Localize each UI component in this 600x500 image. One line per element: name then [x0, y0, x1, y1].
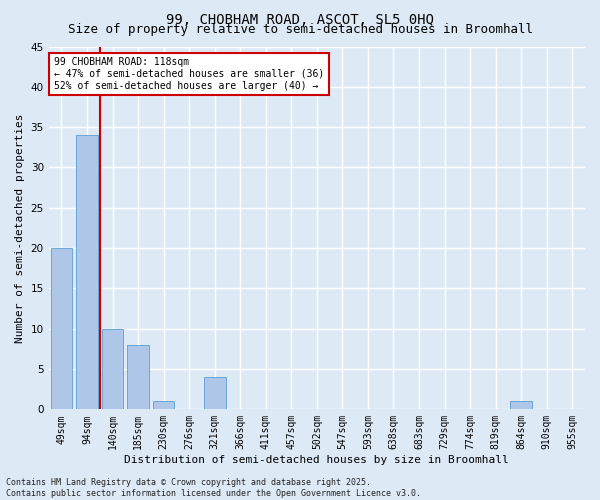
Y-axis label: Number of semi-detached properties: Number of semi-detached properties	[15, 113, 25, 342]
Bar	[101, 328, 124, 409]
Text: Size of property relative to semi-detached houses in Broomhall: Size of property relative to semi-detach…	[67, 24, 533, 36]
Bar	[127, 345, 149, 410]
Bar	[76, 135, 98, 409]
Bar	[153, 402, 175, 409]
Bar	[204, 377, 226, 410]
X-axis label: Distribution of semi-detached houses by size in Broomhall: Distribution of semi-detached houses by …	[124, 455, 509, 465]
Text: Contains HM Land Registry data © Crown copyright and database right 2025.
Contai: Contains HM Land Registry data © Crown c…	[6, 478, 421, 498]
Text: 99, CHOBHAM ROAD, ASCOT, SL5 0HQ: 99, CHOBHAM ROAD, ASCOT, SL5 0HQ	[166, 12, 434, 26]
Bar	[50, 248, 72, 410]
Bar	[510, 402, 532, 409]
Text: 99 CHOBHAM ROAD: 118sqm
← 47% of semi-detached houses are smaller (36)
52% of se: 99 CHOBHAM ROAD: 118sqm ← 47% of semi-de…	[54, 58, 324, 90]
